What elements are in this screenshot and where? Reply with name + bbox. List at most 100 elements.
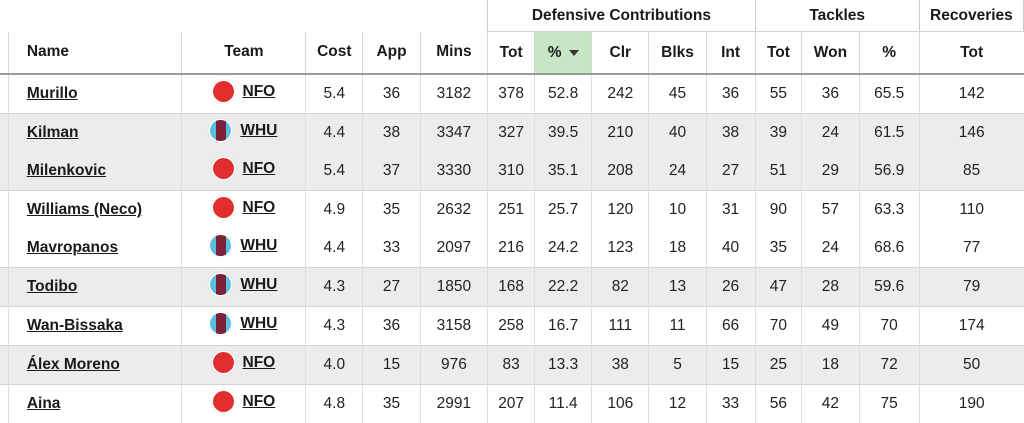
team-abbr-link[interactable]: WHU xyxy=(240,237,277,255)
cell-d-tot: 327 xyxy=(488,114,535,153)
column-header-blks[interactable]: Blks xyxy=(649,32,706,75)
cell-team: NFO xyxy=(182,74,306,114)
cell-team: NFO xyxy=(182,385,306,423)
column-header-label: % xyxy=(548,44,562,62)
column-header-int[interactable]: Int xyxy=(706,32,755,75)
cell-cost: 5.4 xyxy=(306,74,363,114)
column-header-t-won[interactable]: Won xyxy=(802,32,859,75)
column-header-mins[interactable]: Mins xyxy=(420,32,488,75)
team-abbr-link[interactable]: NFO xyxy=(243,160,276,178)
row-gutter-cell xyxy=(0,307,8,346)
cell-team: WHU xyxy=(182,114,306,153)
cell-t-won: 28 xyxy=(802,268,859,307)
player-name-link[interactable]: Kilman xyxy=(27,124,79,141)
cell-t-won: 36 xyxy=(802,74,859,114)
cell-t-won: 57 xyxy=(802,191,859,230)
cell-clr: 208 xyxy=(592,152,649,191)
cell-player-name: Milenkovic xyxy=(8,152,182,191)
team-badge-icon xyxy=(213,197,234,218)
column-header-name[interactable]: Name xyxy=(8,32,182,75)
cell-d-pct: 11.4 xyxy=(535,385,592,423)
team-abbr-link[interactable]: WHU xyxy=(240,315,277,333)
team-abbr-link[interactable]: WHU xyxy=(240,122,277,140)
cell-d-tot: 216 xyxy=(488,229,535,268)
cell-t-tot: 35 xyxy=(755,229,802,268)
team-abbr-link[interactable]: NFO xyxy=(243,354,276,372)
cell-t-pct: 56.9 xyxy=(859,152,919,191)
column-header-d-tot[interactable]: Tot xyxy=(488,32,535,75)
row-gutter-header xyxy=(0,32,8,75)
cell-blks: 24 xyxy=(649,152,706,191)
team-abbr-link[interactable]: NFO xyxy=(243,83,276,101)
column-header-t-pct[interactable]: % xyxy=(859,32,919,75)
cell-team: WHU xyxy=(182,268,306,307)
player-name-link[interactable]: Wan-Bissaka xyxy=(27,317,123,334)
row-gutter-cell xyxy=(0,385,8,423)
caret-down-icon xyxy=(569,50,579,56)
player-name-link[interactable]: Mavropanos xyxy=(27,239,118,256)
column-header-r-tot[interactable]: Tot xyxy=(919,32,1023,75)
column-header-clr[interactable]: Clr xyxy=(592,32,649,75)
cell-player-name: Álex Moreno xyxy=(8,346,182,385)
cell-blks: 45 xyxy=(649,74,706,114)
cell-blks: 18 xyxy=(649,229,706,268)
player-name-link[interactable]: Todibo xyxy=(27,278,78,295)
team-badge-icon xyxy=(213,81,234,102)
cell-int: 36 xyxy=(706,74,755,114)
cell-d-pct: 13.3 xyxy=(535,346,592,385)
cell-mins: 2991 xyxy=(420,385,488,423)
player-name-link[interactable]: Milenkovic xyxy=(27,162,106,179)
cell-d-tot: 310 xyxy=(488,152,535,191)
cell-cost: 4.4 xyxy=(306,114,363,153)
cell-team: NFO xyxy=(182,152,306,191)
player-name-link[interactable]: Álex Moreno xyxy=(27,356,120,373)
cell-t-pct: 70 xyxy=(859,307,919,346)
cell-r-tot: 110 xyxy=(919,191,1023,230)
cell-blks: 10 xyxy=(649,191,706,230)
cell-team: NFO xyxy=(182,346,306,385)
cell-int: 38 xyxy=(706,114,755,153)
cell-cost: 4.9 xyxy=(306,191,363,230)
cell-player-name: Wan-Bissaka xyxy=(8,307,182,346)
team-abbr-link[interactable]: NFO xyxy=(243,393,276,411)
player-name-link[interactable]: Aina xyxy=(27,395,61,412)
cell-player-name: Murillo xyxy=(8,74,182,114)
cell-cost: 4.3 xyxy=(306,268,363,307)
column-header-app[interactable]: App xyxy=(363,32,420,75)
cell-clr: 123 xyxy=(592,229,649,268)
cell-mins: 3158 xyxy=(420,307,488,346)
cell-app: 37 xyxy=(363,152,420,191)
cell-t-tot: 47 xyxy=(755,268,802,307)
cell-t-pct: 72 xyxy=(859,346,919,385)
team-badge-icon xyxy=(210,235,231,256)
cell-int: 15 xyxy=(706,346,755,385)
cell-d-tot: 168 xyxy=(488,268,535,307)
player-name-link[interactable]: Murillo xyxy=(27,85,78,102)
cell-t-tot: 39 xyxy=(755,114,802,153)
cell-d-pct: 39.5 xyxy=(535,114,592,153)
cell-clr: 210 xyxy=(592,114,649,153)
cell-t-pct: 59.6 xyxy=(859,268,919,307)
column-header-t-tot[interactable]: Tot xyxy=(755,32,802,75)
row-gutter-cell xyxy=(0,191,8,230)
cell-d-tot: 378 xyxy=(488,74,535,114)
cell-clr: 111 xyxy=(592,307,649,346)
cell-mins: 3330 xyxy=(420,152,488,191)
column-header-cost[interactable]: Cost xyxy=(306,32,363,75)
row-gutter-cell xyxy=(0,152,8,191)
team-abbr-link[interactable]: WHU xyxy=(240,276,277,294)
cell-t-won: 49 xyxy=(802,307,859,346)
cell-int: 27 xyxy=(706,152,755,191)
column-header-team[interactable]: Team xyxy=(182,32,306,75)
column-header-d-pct[interactable]: % xyxy=(535,32,592,75)
cell-player-name: Aina xyxy=(8,385,182,423)
player-name-link[interactable]: Williams (Neco) xyxy=(27,201,142,218)
team-badge-icon xyxy=(210,274,231,295)
group-header-spacer xyxy=(0,0,488,32)
cell-cost: 5.4 xyxy=(306,152,363,191)
team-abbr-link[interactable]: NFO xyxy=(243,199,276,217)
